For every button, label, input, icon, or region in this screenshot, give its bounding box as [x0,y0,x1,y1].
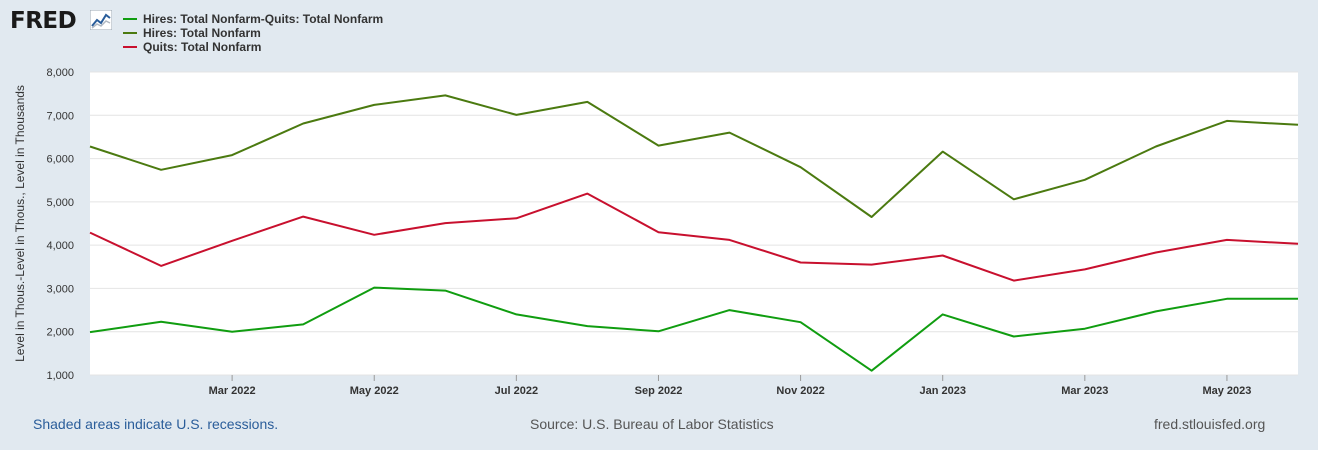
legend-entry[interactable]: Hires: Total Nonfarm [123,26,383,40]
fred-logo[interactable]: FRED [10,8,77,34]
x-tick-label: Sep 2022 [635,385,683,397]
legend-swatch [123,46,137,48]
plot-area [90,72,1298,375]
y-tick-label: 3,000 [46,283,74,295]
recessions-note: Shaded areas indicate U.S. recessions. [33,416,279,432]
y-tick-label: 1,000 [46,370,74,382]
y-tick-label: 5,000 [46,197,74,209]
legend-label: Quits: Total Nonfarm [143,40,262,54]
x-tick-label: Jul 2022 [495,385,538,397]
x-tick-label: Mar 2022 [209,385,256,397]
legend-entry[interactable]: Quits: Total Nonfarm [123,40,383,54]
y-tick-label: 4,000 [46,240,74,252]
x-tick-label: Jan 2023 [919,385,965,397]
fred-logo-graph-icon [90,10,112,30]
y-tick-label: 2,000 [46,327,74,339]
x-tick-label: Mar 2023 [1061,385,1108,397]
legend-label: Hires: Total Nonfarm-Quits: Total Nonfar… [143,12,384,26]
site-link[interactable]: fred.stlouisfed.org [1154,416,1266,432]
source-note: Source: U.S. Bureau of Labor Statistics [530,416,774,432]
y-axis-label: Level in Thous.-Level in Thous., Level i… [13,85,27,362]
legend-swatch [123,18,137,20]
y-tick-label: 6,000 [46,154,74,166]
y-tick-label: 8,000 [46,67,74,79]
x-tick-label: Nov 2022 [776,385,824,397]
legend-label: Hires: Total Nonfarm [143,26,261,40]
series-line[interactable] [89,192,1299,282]
x-tick-label: May 2023 [1202,385,1251,397]
x-tick-label: May 2022 [350,385,399,397]
legend-entry[interactable]: Hires: Total Nonfarm-Quits: Total Nonfar… [123,12,383,26]
line-chart: 1,000 2,000 3,000 4,000 5,000 6,000 7,000 8,000… [13,67,1299,397]
series-line[interactable] [89,94,1299,218]
legend-swatch [123,32,137,34]
y-tick-label: 7,000 [46,110,74,122]
chart-legend: Hires: Total Nonfarm-Quits: Total Nonfar… [123,12,383,54]
series-line[interactable] [89,286,1298,372]
